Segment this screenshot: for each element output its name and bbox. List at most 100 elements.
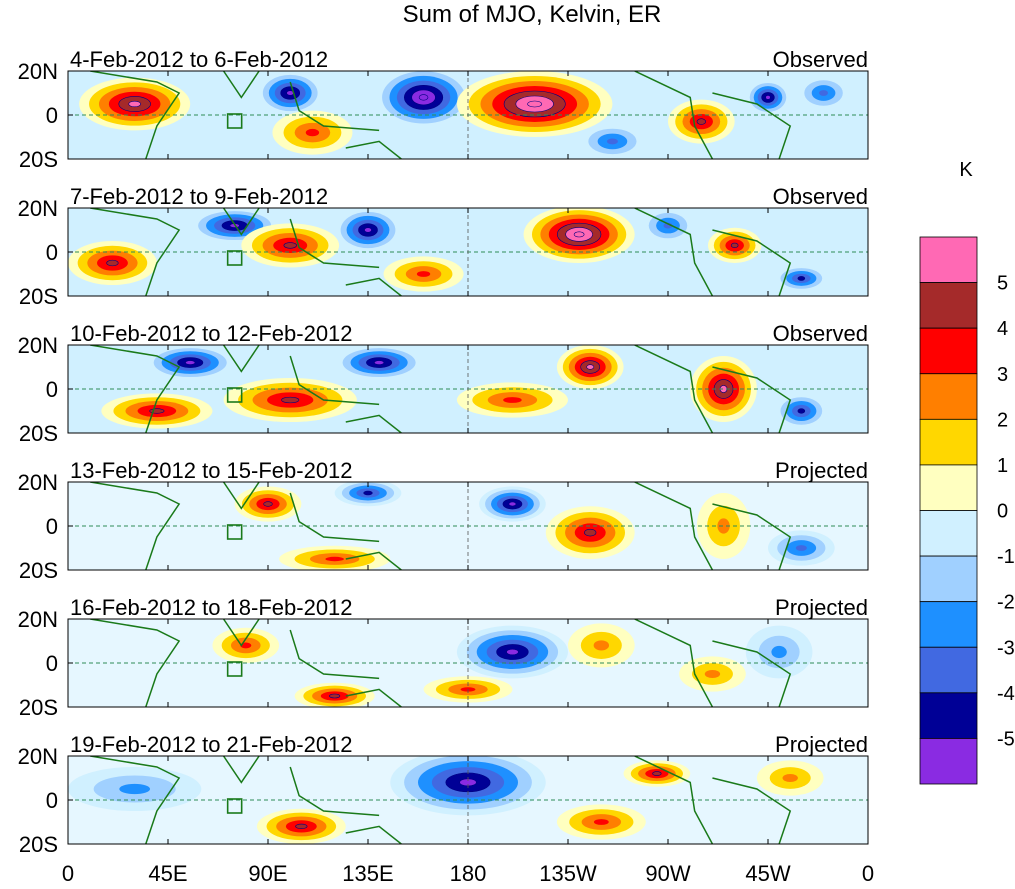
coastline [712,777,792,844]
coastline [345,414,402,433]
lat-tick-label: 20S [19,421,58,446]
contour-pos-2 [782,773,798,783]
contour-pos-2 [593,640,610,651]
contour-neg-3 [795,545,807,551]
colorbar-swatch [919,646,978,694]
contour-neg-6 [418,94,429,101]
contour-pos-4 [584,528,597,537]
region-box [226,113,243,129]
contour-pos-4 [329,693,341,699]
coastline [634,756,714,844]
colorbar-label: 5 [997,273,1008,295]
contour-pos-3 [503,397,522,403]
lat-tick-label: 0 [46,377,58,402]
panel-period: 10-Feb-2012 to 12-Feb-2012 [70,321,353,346]
anomaly-field [79,71,851,159]
colorbar-label: -5 [997,728,1015,750]
contour-pos-4 [281,396,300,404]
coastline [90,482,181,570]
contour-neg-5 [364,227,372,233]
coastline [345,277,402,296]
lat-tick-label: 20S [19,147,58,172]
panel-period: 4-Feb-2012 to 6-Feb-2012 [70,47,328,72]
colorbar: K 5 4 3 2 1 0 -1 -2 -3 -4 -5 [919,159,1015,785]
colorbar-swatch [919,601,978,648]
coastline [222,756,260,784]
panel-status: Projected [775,595,868,620]
contour-pos-4 [652,771,662,776]
lon-tick-label: 45W [745,861,790,886]
coastline [634,208,714,296]
panel-period: 7-Feb-2012 to 9-Feb-2012 [70,184,328,209]
coastline [90,619,181,707]
panel-status: Projected [775,732,868,757]
lat-tick-label: 20N [18,470,58,495]
lon-tick-label: 0 [862,861,874,886]
lat-tick-label: 0 [46,240,58,265]
coastline [222,71,260,99]
colorbar-label: -2 [997,592,1015,614]
colorbar-label: 3 [997,364,1008,386]
colorbar-swatch [919,418,978,466]
coastline [90,345,181,433]
coastline [289,355,380,406]
region-box [226,524,243,540]
anomaly-field [68,756,824,844]
contour-pos-4 [263,501,273,507]
lat-tick-label: 0 [46,514,58,539]
lat-tick-label: 20S [19,832,58,857]
region-box [226,798,243,814]
colorbar-label: 4 [997,318,1008,340]
coastline [345,551,402,570]
lat-tick-label: 20N [18,333,58,358]
lat-tick-label: 20S [19,695,58,720]
coastline [289,81,380,132]
lon-tick-label: 45E [148,861,187,886]
region-box [226,387,243,403]
contour-neg-4 [363,490,373,496]
coastline [634,345,714,433]
lon-tick-label: 135E [342,861,393,886]
contour-pos-4 [149,408,165,414]
contour-pos-5 [586,364,595,370]
colorbar-swatch [919,236,978,283]
colorbar-swatch [919,510,978,557]
lon-tick-label: 90E [248,861,287,886]
colorbar-unit: K [959,159,973,181]
contour-neg-2 [771,645,787,659]
contour-pos-5 [128,100,141,108]
coastline [289,629,380,680]
contour-neg-3 [819,90,828,96]
coastline [345,140,402,159]
coastline [90,756,181,844]
coastline [222,619,260,647]
contour-pos-4 [696,118,706,125]
coastline [289,218,380,269]
region-box [226,250,243,266]
colorbar-label: 0 [997,501,1008,523]
panel-period: 13-Feb-2012 to 15-Feb-2012 [70,458,353,483]
coastline [634,482,714,570]
panels: 20N 0 20S 4-Feb-2012 to 6-Feb-2012 Observed 2… [18,47,869,857]
contour-pos-4 [730,242,739,248]
lat-tick-label: 20N [18,196,58,221]
contour-pos-6 [527,100,543,108]
coastline [634,619,714,707]
colorbar-swatch [919,692,978,739]
contour-pos-3 [325,556,344,562]
anomaly-field [234,482,835,570]
panel-2: 20N 0 20S 7-Feb-2012 to 9-Feb-2012 Observed [18,184,869,309]
panel-status: Projected [775,458,868,483]
colorbar-label: -4 [997,683,1015,705]
coastline [90,71,181,159]
contour-pos-4 [283,242,297,249]
panel-status: Observed [773,184,868,209]
coastline [222,345,260,373]
coastline [90,208,181,296]
coastline [634,71,714,159]
chart-title: Sum of MJO, Kelvin, ER [403,1,662,28]
contour-neg-3 [606,138,618,145]
coastline [712,640,792,707]
panel-status: Observed [773,321,868,346]
